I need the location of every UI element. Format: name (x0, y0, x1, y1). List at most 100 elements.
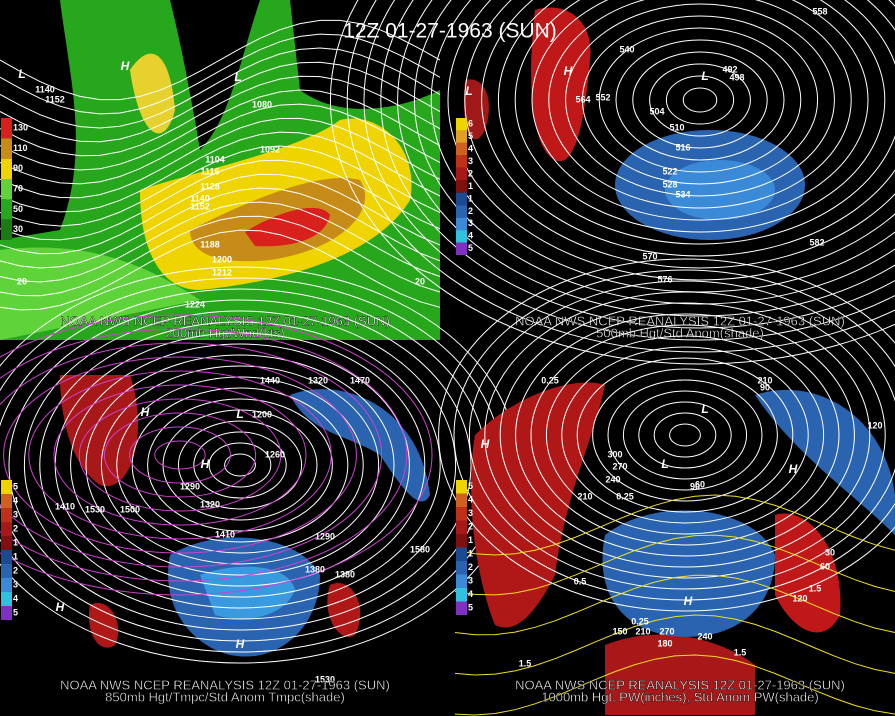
legend-label: 1 (468, 535, 473, 545)
contour-label: 1128 (200, 181, 220, 191)
anomaly-positive (471, 382, 605, 628)
credit: NOAA NWS NCEP REANALYSIS 12Z 01-27-1963 … (60, 677, 390, 692)
contour-label: 570 (642, 251, 657, 261)
contour (454, 614, 895, 676)
contour (468, 280, 895, 590)
pressure-center: H (789, 462, 798, 476)
anomaly-negative (602, 510, 775, 637)
contour-label: 60 (695, 479, 705, 489)
legend-label: 3 (468, 576, 473, 586)
legend-swatch (1, 494, 12, 508)
legend-swatch (1, 219, 12, 240)
caption: 1000mb Hgt, PW(inches), Std Anom PW(shad… (541, 689, 818, 704)
legend-label: 130 (13, 123, 28, 133)
pressure-center: H (684, 594, 693, 608)
pressure-center: L (236, 407, 243, 421)
contour-label: 516 (675, 142, 690, 152)
contour (464, 0, 895, 269)
contour (23, 310, 457, 620)
contour (581, 15, 819, 185)
legend-swatch (1, 578, 12, 592)
contour-label: 240 (697, 631, 712, 641)
contour (0, 215, 441, 297)
legend-label: 2 (468, 168, 473, 178)
legend-label: 1 (13, 551, 18, 561)
legend-label: 50 (13, 204, 23, 214)
contour (129, 426, 231, 484)
contour-label: 1380 (335, 569, 355, 579)
anomaly-positive (605, 634, 755, 715)
legend-swatch (1, 606, 12, 620)
contour-label: 0.25 (541, 375, 559, 385)
legend-label: 1 (468, 193, 473, 203)
contour-label: 534 (675, 189, 690, 199)
contour (622, 390, 748, 480)
contour (665, 75, 735, 125)
contour-label: 1470 (350, 375, 370, 385)
legend-label: 4 (468, 231, 473, 241)
legend-label: 2 (13, 565, 18, 575)
contour-label: 60 (820, 561, 830, 571)
pressure-center: H (56, 600, 65, 614)
calm-area (290, 0, 440, 109)
contour (0, 103, 441, 185)
contour (481, 0, 895, 257)
contour-label: 1320 (200, 499, 220, 509)
contour (669, 423, 701, 447)
pressure-center: L (234, 70, 241, 84)
legend-swatch (456, 142, 467, 156)
contour (147, 398, 333, 532)
contour (453, 269, 895, 601)
pressure-center: H (236, 637, 245, 651)
contour (0, 131, 441, 213)
contour-label: 1290 (180, 481, 200, 491)
calm-area (0, 0, 76, 240)
legend-swatch (456, 588, 467, 602)
contour (454, 574, 895, 636)
legend-swatch (456, 242, 467, 255)
contour-label: 1290 (315, 531, 335, 541)
legend-swatch (456, 167, 467, 181)
contour-label: 498 (729, 72, 744, 82)
legend-label: 4 (13, 495, 18, 505)
contour-label: 1580 (410, 544, 430, 554)
contour (78, 398, 282, 512)
legend-swatch (456, 507, 467, 521)
legend-label: 3 (468, 508, 473, 518)
credit: NOAA NWS NCEP REANALYSIS 12Z 01-27-1963 … (60, 313, 390, 328)
legend-swatch (456, 118, 467, 131)
legend-swatch (456, 192, 467, 206)
pressure-center: L (701, 69, 708, 83)
legend-label: 4 (468, 495, 473, 505)
contour (0, 75, 441, 157)
contour-label: 1500 (120, 504, 140, 514)
pressure-center: H (121, 59, 130, 73)
contour (0, 33, 441, 115)
contour (615, 39, 785, 161)
contour-label: 120 (792, 593, 807, 603)
contour (454, 494, 895, 556)
contour (649, 63, 751, 137)
contour (454, 654, 895, 716)
contour-label: 1.5 (809, 583, 822, 593)
legend-label: 4 (13, 593, 18, 603)
anomaly-negative (755, 389, 895, 535)
legend-swatch (1, 158, 12, 179)
contour-label: 0.5 (574, 576, 587, 586)
contour-label: 210 (757, 375, 772, 385)
legend-label: 5 (468, 243, 473, 253)
anomaly-positive (89, 603, 119, 648)
contour (0, 229, 441, 311)
contour-label: 210 (577, 491, 592, 501)
legend-swatch (1, 199, 12, 220)
legend-swatch (456, 180, 467, 193)
legend-label: 1 (468, 181, 473, 191)
legend-swatch (1, 564, 12, 578)
contour-label: 1152 (45, 94, 65, 104)
legend-label: 1 (13, 537, 18, 547)
contour-label: 582 (809, 237, 824, 247)
anomaly-positive (531, 7, 591, 162)
contour (0, 187, 441, 269)
